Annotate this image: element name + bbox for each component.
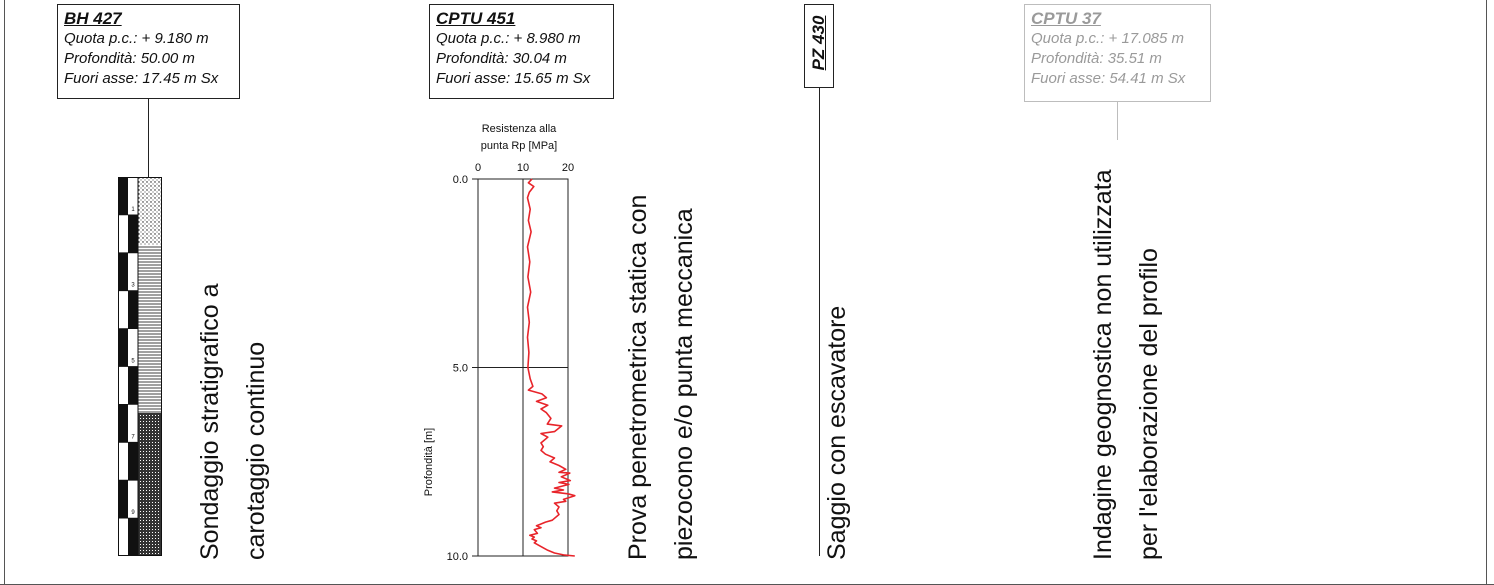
chart-x-title-line2: punta Rp [MPa] [481, 140, 557, 152]
bh427-layer-gravel [138, 413, 162, 556]
bh427-scale-block [128, 290, 138, 329]
bh427-type-label-line1: Sondaggio stratigrafico a [196, 283, 224, 560]
bh427-stem [148, 99, 149, 178]
cptu37-profondita: Profondità: 35.51 m [1031, 50, 1162, 67]
chart-x-title-line1: Resistenza alla [482, 123, 557, 135]
chart-y-tick-label: 10.0 [447, 551, 468, 563]
cptu451-type-label-line1: Prova penetrometrica statica con [624, 194, 652, 560]
bh427-depth-mark-label: 6 [121, 396, 125, 402]
cptu37-stem [1117, 102, 1118, 140]
bh427-type-label-line2: carotaggio continuo [242, 341, 270, 560]
pz430-stem [819, 88, 820, 556]
bh427-depth-mark-label: 2 [121, 245, 125, 251]
cptu451-type-label-line2: piezocono e/o punta meccanica [670, 208, 698, 560]
cptu37-type-label: Indagine geognostica non utilizzata per … [1080, 169, 1172, 560]
bh427-column-border [118, 177, 162, 556]
bh427-scale-block [128, 366, 138, 405]
bh427-scale-block [118, 480, 128, 519]
cptu37-quota: Quota p.c.: + 17.085 m [1031, 30, 1185, 47]
pz430-type-label-line1: Saggio con escavatore [823, 305, 851, 560]
chart-x-tick-label: 20 [562, 162, 574, 174]
bh427-depth-mark-label: 10 [120, 548, 127, 554]
chart-x-tick-label: 10 [517, 162, 529, 174]
bh427-scale-block [128, 214, 138, 253]
bh427-scale-block [118, 328, 128, 367]
bh427-depth-mark-label: 9 [131, 510, 135, 516]
chart-y-ticks: 0.0 5.0 10.0 [447, 174, 478, 563]
bh427-type-label: Sondaggio stratigrafico a carotaggio con… [187, 283, 279, 560]
chart-x-ticks: 0 10 20 [475, 162, 574, 174]
chart-grid [478, 179, 568, 556]
cptu451-fuori-asse: Fuori asse: 15.65 m Sx [436, 70, 591, 87]
bh427-fuori-asse: Fuori asse: 17.45 m Sx [64, 70, 219, 87]
bh427-profondita: Profondità: 50.00 m [64, 50, 195, 67]
drawing-frame-left [4, 0, 5, 585]
cptu37-title: CPTU 37 [1031, 9, 1101, 28]
cptu37-type-label-line2: per l'elaborazione del profilo [1135, 248, 1163, 560]
cptu451-header-box: CPTU 451 Quota p.c.: + 8.980 m Profondit… [429, 4, 614, 99]
cptu37-fuori-asse: Fuori asse: 54.41 m Sx [1031, 70, 1186, 87]
chart-x-tick-label: 0 [475, 162, 481, 174]
bh427-layer-sand [138, 177, 162, 245]
bh427-title: BH 427 [64, 9, 122, 28]
cptu37-type-label-line1: Indagine geognostica non utilizzata [1089, 169, 1117, 560]
bh427-scale-block [118, 252, 128, 291]
bh427-header-box: BH 427 Quota p.c.: + 9.180 m Profondità:… [57, 4, 240, 99]
bh427-depth-mark-label: 1 [131, 207, 135, 213]
cptu451-profondita: Profondità: 30.04 m [436, 50, 567, 67]
bh427-scale-block [118, 404, 128, 443]
bh427-depth-mark-label: 4 [121, 321, 125, 327]
pz430-title: PZ 430 [809, 15, 828, 71]
cptu37-header-box: CPTU 37 Quota p.c.: + 17.085 m Profondit… [1024, 4, 1211, 102]
pz430-type-label: Saggio con escavatore [814, 306, 860, 560]
chart-y-tick-label: 0.0 [453, 174, 468, 186]
bh427-scale-block [128, 442, 138, 481]
bh427-stratigraphic-column: 1 2 3 4 5 6 7 8 9 10 [118, 177, 162, 556]
bh427-depth-mark-label: 5 [131, 359, 135, 365]
cptu451-resistance-chart: Resistenza alla punta Rp [MPa] Profondit… [423, 123, 576, 563]
bh427-scale-bar: 1 2 3 4 5 6 7 8 9 10 [118, 177, 138, 556]
pz430-header-box [804, 4, 834, 88]
bh427-layer-silt [138, 245, 162, 413]
chart-y-tick-label: 5.0 [453, 363, 468, 375]
cptu451-title: CPTU 451 [436, 9, 516, 28]
bh427-scale-block [128, 518, 138, 556]
bh427-depth-mark-label: 7 [131, 434, 135, 440]
bh427-depth-mark-label: 3 [131, 283, 135, 289]
drawing-frame-right [1486, 0, 1487, 585]
bh427-scale-block [118, 177, 128, 215]
cptu451-quota: Quota p.c.: + 8.980 m [436, 30, 581, 47]
bh427-depth-mark-label: 8 [121, 472, 125, 478]
cptu451-type-label: Prova penetrometrica statica con piezoco… [615, 195, 707, 560]
chart-y-axis-label: Profondità [m] [423, 428, 435, 496]
chart-series-rp-curve [526, 178, 576, 557]
bh427-quota: Quota p.c.: + 9.180 m [64, 30, 209, 47]
